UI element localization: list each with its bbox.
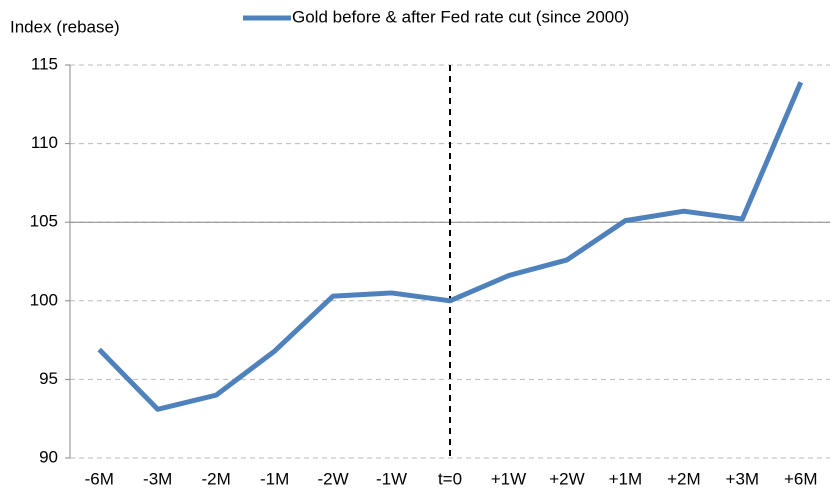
y-tick-label: 110 xyxy=(31,133,58,152)
y-tick-label: 115 xyxy=(31,54,58,73)
x-tick-label: -2W xyxy=(317,469,348,488)
y-tick-label: 95 xyxy=(39,369,58,388)
legend-label: Gold before & after Fed rate cut (since … xyxy=(292,7,629,26)
x-tick-label: +2W xyxy=(549,469,584,488)
x-tick-label: +2M xyxy=(667,469,701,488)
y-tick-label: 105 xyxy=(30,212,58,231)
y-tick-label: 100 xyxy=(30,290,58,309)
x-tick-label: -6M xyxy=(85,469,114,488)
x-tick-label: t=0 xyxy=(438,469,462,488)
x-tick-label: +3M xyxy=(726,469,760,488)
x-tick-label: -2M xyxy=(202,469,231,488)
y-axis-label: Index (rebase) xyxy=(10,17,120,36)
data-line xyxy=(97,81,804,412)
x-tick-label: +1W xyxy=(491,469,526,488)
y-tick-label: 90 xyxy=(39,447,58,466)
x-tick-label: -1M xyxy=(260,469,289,488)
x-tick-label: +6M xyxy=(784,469,818,488)
x-tick-label: -3M xyxy=(143,469,172,488)
x-tick-label: +1M xyxy=(609,469,643,488)
x-tick-label: -1W xyxy=(376,469,407,488)
